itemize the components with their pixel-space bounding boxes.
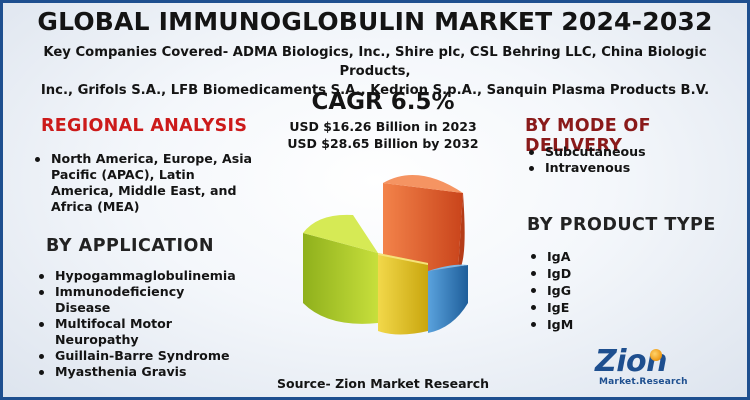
list-item: Myasthenia Gravis — [33, 364, 273, 380]
page-title: GLOBAL IMMUNOGLOBULIN MARKET 2024-2032 — [37, 7, 713, 36]
list-item: IgA — [525, 248, 645, 265]
product-type-heading: BY PRODUCT TYPE — [527, 215, 716, 235]
list-item: North America, Europe, Asia Pacific (APA… — [29, 151, 259, 215]
yellow-slice-shape — [378, 253, 428, 335]
cagr-value: CAGR 6.5% — [311, 89, 455, 115]
key-companies-line-1: Key Companies Covered- ADMA Biologics, I… — [43, 45, 707, 79]
list-item: Guillain-Barre Syndrome — [33, 348, 273, 364]
list-item: IgM — [525, 316, 645, 333]
key-companies-line-2: Inc., Grifols S.A., LFB Biomedicaments S… — [40, 83, 710, 98]
delivery-list: Subcutaneous Intravenous — [523, 144, 723, 176]
list-item: Immunodeficiency Disease — [33, 284, 205, 316]
regional-analysis-heading: REGIONAL ANALYSIS — [41, 116, 248, 136]
logo-dot-icon — [650, 349, 662, 361]
list-item: Intravenous — [523, 160, 723, 176]
green-slice-shape — [303, 214, 378, 324]
product-list: IgA IgD IgG IgE IgM — [525, 248, 645, 333]
list-item: Hypogammaglobulinemia — [33, 268, 273, 284]
decorative-3d-pie-graphic — [303, 175, 468, 335]
market-size-2032: USD $28.65 Billion by 2032 — [287, 136, 479, 151]
market-size-2023: USD $16.26 Billion in 2023 — [289, 119, 477, 134]
list-item: Subcutaneous — [523, 144, 723, 160]
regional-list: North America, Europe, Asia Pacific (APA… — [29, 151, 259, 215]
mode-of-delivery-heading: BY MODE OF DELIVERY — [525, 116, 651, 156]
zion-logo: Zion Market.Research — [595, 347, 745, 391]
source-credit: Source- Zion Market Research — [276, 376, 490, 391]
blue-slice-shape — [428, 264, 468, 333]
application-heading: BY APPLICATION — [46, 236, 215, 256]
list-item: IgG — [525, 282, 645, 299]
list-item: IgE — [525, 299, 645, 316]
logo-subtext: Market.Research — [599, 377, 688, 387]
key-companies: Key Companies Covered- ADMA Biologics, I… — [9, 43, 741, 100]
list-item: IgD — [525, 265, 645, 282]
list-item: Multifocal Motor Neuropathy — [33, 316, 205, 348]
application-list: Hypogammaglobulinemia Immunodeficiency D… — [33, 268, 273, 380]
orange-slice-shape — [383, 175, 465, 271]
